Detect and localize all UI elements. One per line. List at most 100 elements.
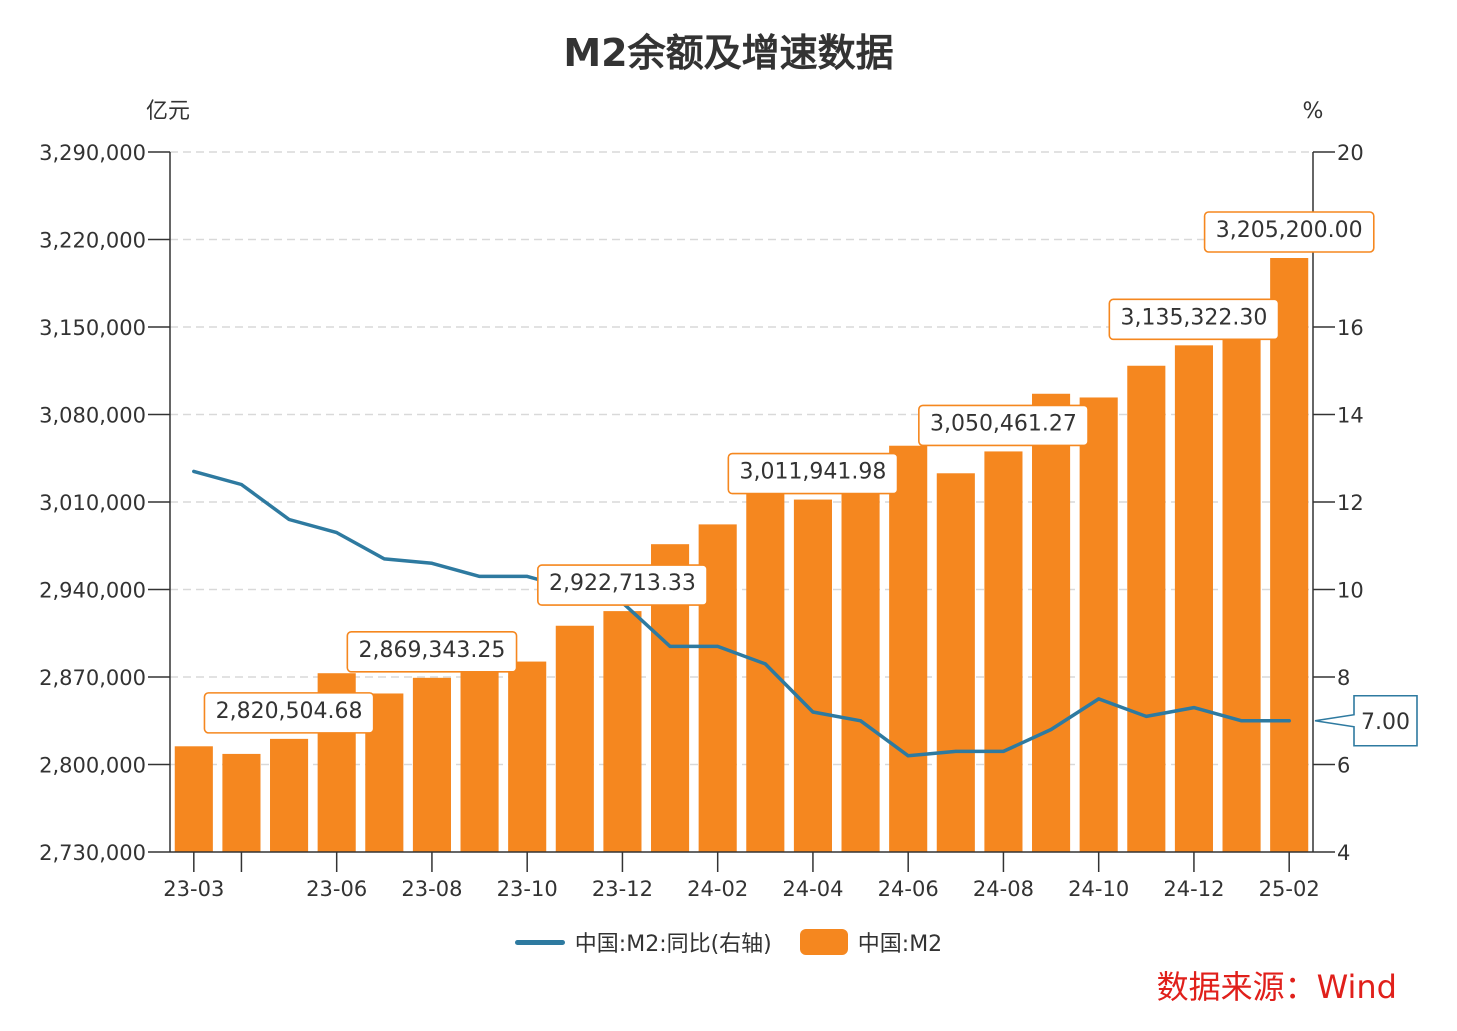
bar-24-09: [1032, 393, 1071, 852]
legend-label-yoy: 中国:M2:同比(右轴): [574, 932, 772, 957]
bar-23-11: [555, 625, 594, 852]
legend-bar-swatch: [799, 929, 848, 955]
data-label-box: [1203, 211, 1375, 253]
data-label-box: [1108, 298, 1280, 341]
left-tick-label: 3,150,000: [39, 316, 146, 340]
left-tick-label: 3,080,000: [39, 404, 146, 428]
right-axis-unit: %: [1303, 99, 1324, 124]
data-label-text: 3,050,461.27: [930, 411, 1077, 436]
yoy-point-24-12: [1192, 706, 1196, 710]
bar-23-10: [508, 661, 547, 852]
bar-24-12: [1174, 345, 1213, 852]
bar-25-01: [1222, 308, 1261, 852]
yoy-point-25-02: [1287, 719, 1291, 723]
axes: 2,730,000 4 2,800,000 6 2,870,000 8 2,940,000 1…: [39, 99, 1364, 901]
left-tick-label: 2,940,000: [39, 579, 146, 603]
data-label-25-02: 3,205,200.00: [1203, 211, 1375, 253]
right-tick-label: 12: [1337, 491, 1364, 515]
data-label-box: [918, 404, 1089, 447]
yoy-point-25-01: [1240, 719, 1244, 723]
left-axis-unit: 亿元: [146, 99, 190, 124]
bar-23-05: [270, 738, 309, 852]
data-label-box: [346, 631, 518, 673]
data-label-box: [537, 564, 708, 606]
right-tick-label: 16: [1337, 316, 1364, 340]
right-tick-label: 20: [1337, 141, 1364, 165]
yoy-point-23-06: [335, 531, 339, 535]
bar-24-07: [936, 473, 975, 852]
data-label-24-08: 3,050,461.27: [918, 404, 1089, 447]
yoy-point-23-07: [382, 557, 386, 561]
bar-series: [174, 258, 1309, 852]
legend-label-m2: 中国:M2: [857, 932, 943, 957]
source-note: 数据来源：Wind: [1156, 968, 1397, 1006]
x-tick-label: 25-02: [1259, 877, 1320, 901]
x-tick-label: 23-12: [592, 877, 653, 901]
data-label-text: 3,135,322.30: [1120, 305, 1267, 330]
x-tick-label: 24-06: [878, 877, 939, 901]
data-label-text: 2,820,504.68: [216, 699, 363, 724]
bar-24-05: [841, 492, 880, 852]
right-tick-label: 10: [1337, 579, 1364, 603]
left-tick-label: 3,220,000: [39, 229, 146, 253]
chart-title: M2余额及增速数据: [563, 31, 894, 75]
bar-24-06: [889, 445, 928, 852]
left-tick-label: 3,010,000: [39, 491, 146, 515]
yoy-point-23-10: [525, 574, 529, 578]
bar-23-08: [412, 677, 451, 852]
legend-line-swatch: [514, 939, 565, 945]
data-label-24-04: 3,011,941.98: [727, 452, 899, 495]
x-tick-label: 24-08: [973, 877, 1034, 901]
data-label-box: [203, 692, 375, 734]
x-tick-label: 23-10: [497, 877, 558, 901]
yoy-point-24-10: [1097, 697, 1101, 701]
data-label-24-12: 3,135,322.30: [1108, 298, 1280, 341]
yoy-point-24-05: [859, 719, 863, 723]
yoy-point-23-03: [192, 469, 196, 473]
x-tick-label: 24-02: [687, 877, 748, 901]
x-tick-label: 24-12: [1163, 877, 1224, 901]
right-tick-label: 6: [1337, 754, 1350, 778]
yoy-end-label: 7.00: [1314, 694, 1418, 747]
yoy-point-23-05: [287, 518, 291, 521]
legend: 中国:M2:同比(右轴) 中国:M2: [0, 926, 1457, 958]
bar-24-11: [1127, 365, 1166, 852]
bar-23-09: [460, 643, 499, 852]
data-label-23-05: 2,820,504.68: [203, 692, 375, 734]
x-tick-label: 23-08: [401, 877, 462, 901]
bar-23-12: [603, 611, 642, 852]
yoy-point-24-11: [1144, 714, 1148, 718]
yoy-point-24-01: [668, 644, 672, 648]
data-label-text: 3,011,941.98: [739, 460, 886, 485]
yoy-point-24-09: [1049, 728, 1053, 731]
yoy-point-24-03: [763, 662, 767, 666]
left-tick-label: 3,290,000: [39, 141, 146, 165]
bar-24-03: [746, 454, 785, 852]
legend-item-m2[interactable]: 中国:M2: [799, 926, 943, 958]
yoy-end-label-box: [1314, 694, 1418, 747]
x-tick-label: 24-04: [782, 877, 843, 901]
data-labels: 2,820,504.68 2,869,343.25 2,922,713.33 3,01…: [203, 211, 1418, 747]
yoy-point-23-09: [478, 574, 482, 578]
left-tick-label: 2,870,000: [39, 666, 146, 690]
bar-24-08: [984, 451, 1023, 852]
data-label-box: [727, 452, 899, 495]
yoy-point-24-02: [716, 644, 720, 648]
bar-25-02: [1270, 258, 1309, 852]
x-tick-label: 23-06: [306, 877, 367, 901]
yoy-point-24-04: [811, 710, 815, 714]
yoy-point-24-08: [1001, 749, 1005, 753]
x-tick-label: 23-03: [163, 877, 224, 901]
legend-item-yoy[interactable]: 中国:M2:同比(右轴): [514, 926, 772, 958]
yoy-point-24-07: [954, 749, 958, 753]
x-tick-label: 24-10: [1068, 877, 1129, 901]
data-label-text: 3,205,200.00: [1216, 218, 1363, 243]
yoy-line: [192, 469, 1291, 758]
right-tick-label: 4: [1337, 841, 1350, 865]
bar-24-10: [1079, 397, 1118, 852]
left-tick-label: 2,800,000: [39, 754, 146, 778]
line-series: [192, 469, 1291, 758]
data-label-23-12: 2,922,713.33: [537, 564, 708, 606]
data-label-text: 2,869,343.25: [358, 638, 505, 663]
